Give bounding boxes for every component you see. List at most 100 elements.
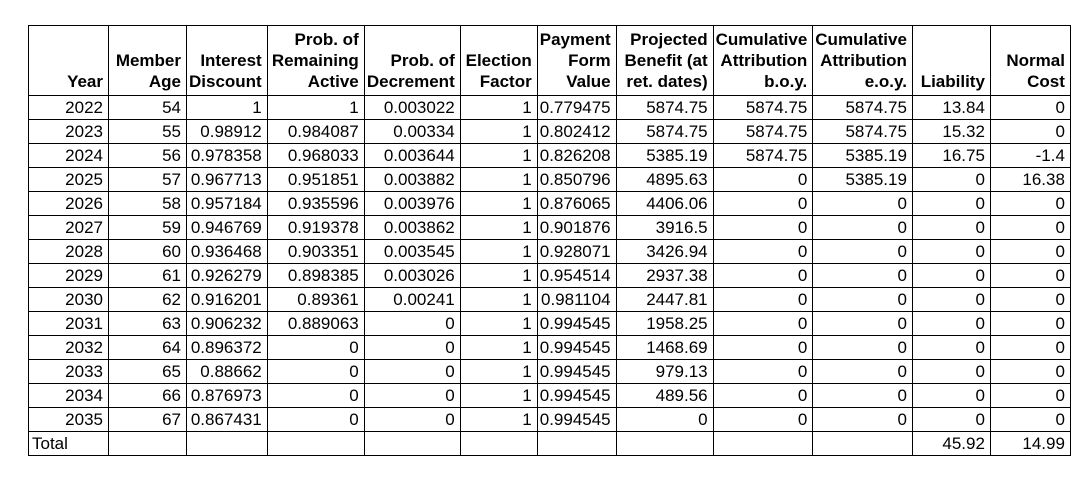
cell-member-age[interactable]: 59 <box>108 215 187 240</box>
cell-interest-discount[interactable]: 0.936468 <box>186 239 268 264</box>
cell-normal-cost[interactable]: 0 <box>989 239 1071 264</box>
cell-normal-cost[interactable]: 0 <box>989 311 1071 336</box>
cell-cumulative-attribution-eoy[interactable]: 5874.75 <box>812 119 913 144</box>
cell-year[interactable]: 2033 <box>28 359 109 384</box>
cell-election-factor[interactable]: 1 <box>459 335 538 360</box>
cell-projected-benefit[interactable]: 3426.94 <box>615 239 714 264</box>
cell-projected-benefit[interactable]: 2447.81 <box>615 287 714 312</box>
cell-election-factor[interactable]: 1 <box>459 263 538 288</box>
cell-payment-form-value[interactable]: 0.802412 <box>536 119 617 144</box>
cell-member-age[interactable]: 65 <box>108 359 187 384</box>
cell-interest-discount[interactable]: 0.906232 <box>186 311 268 336</box>
cell-payment-form-value[interactable]: 0.994545 <box>536 359 617 384</box>
cell-projected-benefit[interactable]: 4895.63 <box>615 167 714 192</box>
cell-prob-of-decrement[interactable]: 0.003882 <box>363 167 461 192</box>
cell-election-factor[interactable]: 1 <box>459 407 538 432</box>
cell-liability[interactable]: 0 <box>911 287 991 312</box>
cell-member-age[interactable]: 57 <box>108 167 187 192</box>
cell-projected-benefit[interactable]: 3916.5 <box>615 215 714 240</box>
cell-prob-remaining-active[interactable]: 0 <box>266 335 365 360</box>
cell-interest-discount[interactable]: 0.876973 <box>186 383 268 408</box>
total-liability[interactable]: 45.92 <box>911 431 991 456</box>
cell-election-factor[interactable]: 1 <box>459 239 538 264</box>
cell-cumulative-attribution-eoy[interactable]: 0 <box>812 287 913 312</box>
cell-payment-form-value[interactable]: 0.994545 <box>536 407 617 432</box>
cell-payment-form-value[interactable]: 0.994545 <box>536 383 617 408</box>
cell-cumulative-attribution-boy[interactable]: 0 <box>712 191 814 216</box>
cell-prob-remaining-active[interactable]: 0.919378 <box>266 215 365 240</box>
cell-liability[interactable]: 0 <box>911 215 991 240</box>
cell-projected-benefit[interactable]: 1468.69 <box>615 335 714 360</box>
cell-election-factor[interactable]: 1 <box>459 95 538 120</box>
cell-year[interactable]: 2029 <box>28 263 109 288</box>
cell-cumulative-attribution-eoy[interactable]: 0 <box>812 215 913 240</box>
cell-year[interactable]: 2024 <box>28 143 109 168</box>
cell-prob-of-decrement[interactable]: 0 <box>363 335 461 360</box>
cell-prob-remaining-active[interactable]: 0.889063 <box>266 311 365 336</box>
cell-liability[interactable]: 0 <box>911 191 991 216</box>
cell-year[interactable]: 2028 <box>28 239 109 264</box>
cell-prob-of-decrement[interactable]: 0 <box>363 407 461 432</box>
cell-member-age[interactable]: 58 <box>108 191 187 216</box>
column-header-cumulative-attribution-boy[interactable]: Cumulative Attribution b.o.y. <box>712 25 814 96</box>
cell-projected-benefit[interactable]: 489.56 <box>615 383 714 408</box>
cell-liability[interactable]: 0 <box>911 407 991 432</box>
cell-year[interactable]: 2023 <box>28 119 109 144</box>
cell-cumulative-attribution-eoy[interactable]: 0 <box>812 311 913 336</box>
column-header-payment-form-value[interactable]: Payment Form Value <box>536 25 617 96</box>
column-header-projected-benefit[interactable]: Projected Benefit (at ret. dates) <box>615 25 714 96</box>
cell-projected-benefit[interactable]: 0 <box>615 407 714 432</box>
cell-year[interactable]: 2035 <box>28 407 109 432</box>
cell-cumulative-attribution-boy[interactable]: 0 <box>712 383 814 408</box>
total-normal-cost[interactable]: 14.99 <box>989 431 1071 456</box>
cell-payment-form-value[interactable]: 0.928071 <box>536 239 617 264</box>
cell-election-factor[interactable]: 1 <box>459 167 538 192</box>
cell-payment-form-value[interactable]: 0.779475 <box>536 95 617 120</box>
cell-payment-form-value[interactable]: 0.826208 <box>536 143 617 168</box>
cell-prob-of-decrement[interactable]: 0.003026 <box>363 263 461 288</box>
cell-member-age[interactable]: 62 <box>108 287 187 312</box>
cell-cumulative-attribution-boy[interactable]: 0 <box>712 167 814 192</box>
cell-cumulative-attribution-boy[interactable]: 0 <box>712 407 814 432</box>
cell-cumulative-attribution-eoy[interactable]: 0 <box>812 407 913 432</box>
cell-cumulative-attribution-eoy[interactable]: 0 <box>812 263 913 288</box>
cell-prob-of-decrement[interactable]: 0 <box>363 383 461 408</box>
cell-normal-cost[interactable]: 16.38 <box>989 167 1071 192</box>
cell-member-age[interactable]: 61 <box>108 263 187 288</box>
cell-member-age[interactable]: 54 <box>108 95 187 120</box>
cell-liability[interactable]: 0 <box>911 239 991 264</box>
cell-election-factor[interactable]: 1 <box>459 119 538 144</box>
column-header-normal-cost[interactable]: Normal Cost <box>989 25 1071 96</box>
cell-liability[interactable]: 0 <box>911 383 991 408</box>
cell-member-age[interactable]: 66 <box>108 383 187 408</box>
cell-cumulative-attribution-eoy[interactable]: 0 <box>812 383 913 408</box>
cell-member-age[interactable]: 55 <box>108 119 187 144</box>
cell-payment-form-value[interactable]: 0.954514 <box>536 263 617 288</box>
cell-normal-cost[interactable]: 0 <box>989 287 1071 312</box>
cell-cumulative-attribution-boy[interactable]: 5874.75 <box>712 143 814 168</box>
cell-cumulative-attribution-boy[interactable]: 0 <box>712 239 814 264</box>
cell-prob-of-decrement[interactable]: 0.003545 <box>363 239 461 264</box>
cell-member-age[interactable]: 63 <box>108 311 187 336</box>
cell-liability[interactable]: 0 <box>911 263 991 288</box>
total-label[interactable]: Total <box>28 431 109 456</box>
cell-liability[interactable]: 0 <box>911 335 991 360</box>
cell-liability[interactable]: 0 <box>911 359 991 384</box>
cell-year[interactable]: 2034 <box>28 383 109 408</box>
cell-prob-of-decrement[interactable]: 0.003976 <box>363 191 461 216</box>
cell-prob-remaining-active[interactable]: 0.89361 <box>266 287 365 312</box>
cell-payment-form-value[interactable]: 0.901876 <box>536 215 617 240</box>
cell-projected-benefit[interactable]: 5874.75 <box>615 119 714 144</box>
total-cumulative-attribution-eoy[interactable] <box>812 431 913 456</box>
cell-projected-benefit[interactable]: 1958.25 <box>615 311 714 336</box>
cell-cumulative-attribution-boy[interactable]: 0 <box>712 335 814 360</box>
cell-payment-form-value[interactable]: 0.994545 <box>536 311 617 336</box>
cell-normal-cost[interactable]: 0 <box>989 119 1071 144</box>
cell-year[interactable]: 2027 <box>28 215 109 240</box>
cell-interest-discount[interactable]: 0.926279 <box>186 263 268 288</box>
cell-projected-benefit[interactable]: 979.13 <box>615 359 714 384</box>
cell-prob-of-decrement[interactable]: 0 <box>363 311 461 336</box>
cell-election-factor[interactable]: 1 <box>459 143 538 168</box>
cell-cumulative-attribution-boy[interactable]: 5874.75 <box>712 95 814 120</box>
cell-normal-cost[interactable]: 0 <box>989 215 1071 240</box>
